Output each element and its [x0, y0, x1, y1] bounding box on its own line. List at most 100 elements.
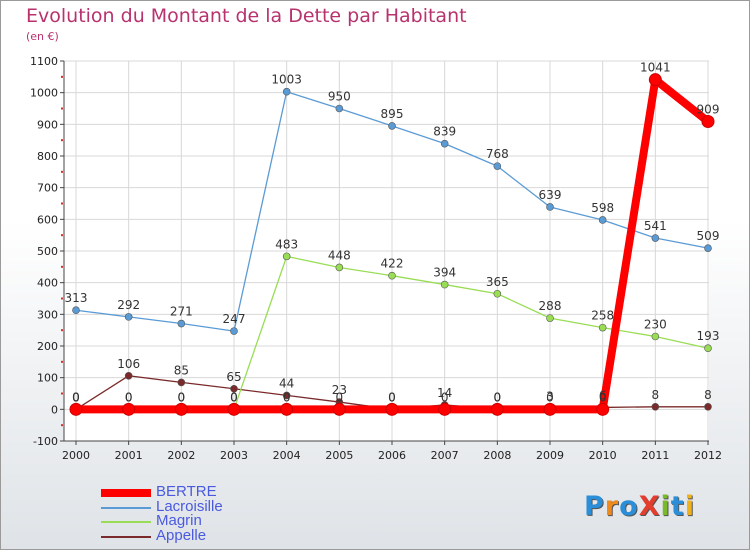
- legend-label: Magrin: [156, 512, 202, 529]
- x-tick-label: 2003: [220, 449, 248, 462]
- data-point: [282, 391, 291, 400]
- data-label: 193: [697, 329, 720, 343]
- data-labels: 0 0 0 0 0 0 0 0 0 0 0 1041 909 313 292 271 247 1003 950 895…: [65, 61, 720, 405]
- data-label: 0: [494, 390, 502, 404]
- data-point: [335, 263, 344, 272]
- data-label: 313: [65, 291, 88, 305]
- x-tick-label: 2011: [641, 449, 669, 462]
- x-tick-label: 2001: [115, 449, 143, 462]
- y-tick-label: 100: [37, 372, 58, 385]
- data-point: [388, 122, 396, 130]
- proxiti-logo: ProXiti: [584, 491, 695, 522]
- logo-letter: o: [619, 491, 639, 522]
- data-label: 0: [599, 390, 607, 404]
- data-label: 23: [332, 383, 347, 397]
- y-tick-label: 800: [37, 150, 58, 163]
- logo-letter: P: [584, 491, 605, 522]
- data-label: 8: [652, 388, 660, 402]
- y-minor-tick: [61, 170, 63, 173]
- data-label: 0: [72, 390, 80, 404]
- data-label: 950: [328, 90, 351, 104]
- data-label: 768: [486, 147, 509, 161]
- series-lines: [69, 73, 715, 416]
- data-label: 509: [697, 229, 720, 243]
- data-label: 0: [441, 390, 449, 404]
- y-minor-tick: [61, 424, 63, 427]
- data-point: [704, 402, 712, 411]
- y-tick-label: 500: [37, 245, 58, 258]
- data-point: [282, 252, 291, 261]
- data-label: 292: [117, 298, 140, 312]
- data-label: 106: [117, 357, 140, 371]
- data-point: [388, 271, 396, 280]
- legend-label: Lacroisille: [156, 497, 223, 515]
- data-label: 44: [279, 376, 294, 390]
- data-point: [704, 344, 712, 353]
- y-tick-label: 0: [51, 403, 58, 416]
- legend-item-appelle[interactable]: Appelle: [101, 526, 361, 545]
- data-label: 394: [433, 266, 456, 280]
- data-label: 1041: [640, 61, 671, 75]
- data-label: 0: [546, 390, 554, 404]
- data-point: [493, 289, 502, 298]
- data-point: [282, 87, 291, 96]
- data-label: 909: [697, 102, 720, 116]
- y-minor-tick: [61, 329, 63, 332]
- x-tick-label: 2007: [431, 449, 459, 462]
- data-label: 271: [170, 305, 193, 319]
- data-point: [174, 402, 188, 416]
- legend-item-magrin[interactable]: Magrin: [101, 512, 361, 530]
- data-point: [651, 332, 660, 341]
- data-point: [177, 319, 186, 328]
- data-point: [122, 402, 136, 416]
- data-label: 0: [230, 390, 238, 404]
- y-tick-label: 700: [37, 182, 58, 195]
- x-tick-label: 2008: [483, 449, 511, 462]
- data-point: [490, 402, 504, 416]
- x-tick-label: 2012: [694, 449, 722, 462]
- y-minor-tick: [61, 139, 63, 142]
- y-minor-tick: [61, 234, 63, 237]
- data-label: 230: [644, 318, 667, 332]
- data-label: 0: [388, 390, 396, 404]
- data-point: [177, 378, 186, 387]
- logo-letter: i: [684, 491, 695, 522]
- legend-swatch-appelle: [101, 535, 151, 538]
- data-point: [230, 327, 238, 335]
- data-point: [440, 280, 449, 289]
- data-label: 1003: [271, 73, 302, 87]
- x-tick-label: 2004: [273, 449, 301, 462]
- data-point: [598, 216, 607, 224]
- data-point: [124, 313, 133, 321]
- data-point: [332, 402, 346, 416]
- logo-letter: t: [670, 491, 685, 522]
- legend-item-bertre[interactable]: BERTRE: [101, 483, 361, 501]
- legend-label: Appelle: [156, 526, 207, 544]
- data-label: 8: [704, 388, 712, 402]
- data-point: [704, 244, 712, 252]
- legend: BERTRE Lacroisille Magrin Appelle: [101, 483, 361, 545]
- y-minor-tick: [61, 297, 63, 300]
- data-label: 839: [433, 125, 456, 139]
- data-point: [598, 323, 607, 332]
- data-label: 541: [644, 219, 667, 233]
- x-tick-label: 2005: [325, 449, 353, 462]
- data-point: [69, 402, 83, 416]
- logo-letter: X: [638, 491, 661, 522]
- data-label: 0: [283, 390, 291, 404]
- data-label: 0: [230, 390, 238, 404]
- data-point: [440, 139, 449, 148]
- data-point: [543, 402, 557, 416]
- data-label: 639: [539, 188, 562, 202]
- data-label: 0: [494, 390, 502, 404]
- legend-item-lacroisille[interactable]: Lacroisille: [101, 497, 361, 516]
- y-minor-tick: [61, 202, 63, 205]
- x-tick-label: 2009: [536, 449, 564, 462]
- legend-swatch-bertre: [101, 489, 151, 498]
- y-tick-label: 600: [37, 213, 58, 226]
- data-label: 483: [275, 237, 298, 251]
- legend-swatch-lacroisille: [101, 506, 151, 509]
- data-label: 0: [388, 390, 396, 404]
